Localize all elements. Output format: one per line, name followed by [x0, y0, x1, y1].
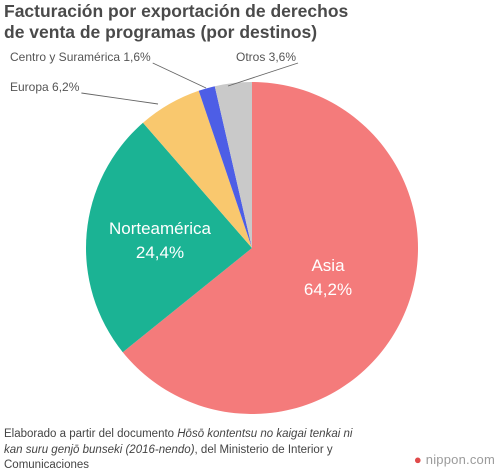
slice-labels: Asia 64,2% Norteamérica 24,4% Europa 6,2% Cen… [10, 50, 352, 299]
slice-value-centro-y-suramerica: 1,6% [123, 50, 151, 64]
chart-title: Facturación por exportación de derechos … [4, 1, 348, 43]
pie-slice-centro-y-suramerica [198, 86, 252, 248]
pie-slices [86, 82, 419, 414]
slice-label-europa: Europa 6,2% [10, 80, 80, 94]
leader-line-europa [81, 92, 159, 105]
slice-value-europa: 6,2% [52, 80, 80, 94]
slice-label-centro-y-suramerica: Centro y Suramérica 1,6% [10, 50, 151, 64]
slice-value-asia: 64,2% [304, 280, 352, 299]
source-note: Elaborado a partir del documento Hōsō ko… [4, 427, 374, 474]
slice-label-text-centro-y-suramerica: Centro y Suramérica [10, 50, 123, 64]
leader-line-centro-y-suramerica [152, 62, 207, 89]
slice-label-text-europa: Europa [10, 80, 52, 94]
nippon-logo: ● nippon.com [414, 452, 495, 467]
pie-slice-asia [122, 82, 419, 414]
slice-label-asia: Asia [311, 256, 345, 275]
slice-value-otros: 3,6% [269, 50, 297, 64]
logo-dot-icon: ● [413, 452, 422, 467]
pie-slice-norteamerica [86, 122, 253, 353]
pie-slice-europa [143, 90, 252, 248]
source-suffix: , del Ministerio de Interior y Comunicac… [4, 443, 333, 472]
pie-chart: Asia 64,2% Norteamérica 24,4% Europa 6,2% Cen… [10, 50, 419, 414]
slice-label-norteamerica: Norteamérica [109, 219, 212, 238]
logo-text: nippon.com [425, 452, 495, 467]
pie-slice-otros [214, 82, 252, 248]
leader-lines [81, 62, 299, 105]
source-work-title: Hōsō kontentsu no kaigai tenkai ni kan s… [4, 428, 353, 456]
source-prefix: Elaborado a partir del documento [4, 428, 178, 440]
slice-label-otros: Otros 3,6% [236, 50, 296, 64]
chart-title-line-2: de venta de programas (por destinos) [4, 22, 318, 42]
slice-value-norteamerica: 24,4% [136, 243, 184, 262]
leader-line-otros [227, 62, 299, 87]
chart-title-line-1: Facturación por exportación de derechos [4, 1, 349, 21]
slice-label-text-otros: Otros [236, 50, 269, 64]
